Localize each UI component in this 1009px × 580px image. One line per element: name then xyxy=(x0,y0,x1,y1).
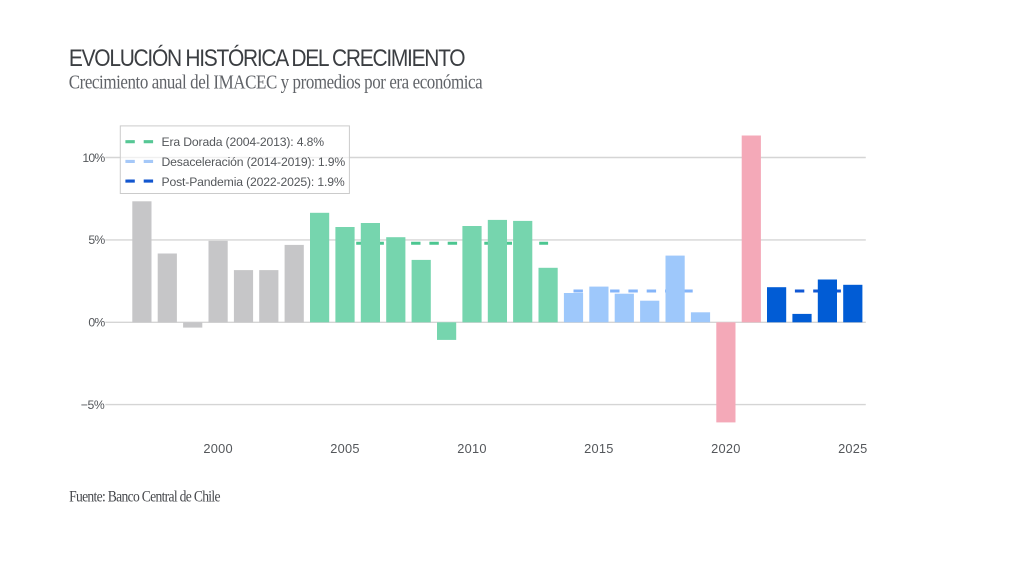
svg-text:2000: 2000 xyxy=(203,441,232,456)
svg-text:EVOLUCIÓN HISTÓRICA DEL CRECIM: EVOLUCIÓN HISTÓRICA DEL CRECIMIENTO xyxy=(69,43,465,71)
svg-text:10%: 10% xyxy=(82,151,105,165)
svg-text:2020: 2020 xyxy=(711,441,740,456)
svg-text:2010: 2010 xyxy=(457,441,486,456)
svg-text:2025: 2025 xyxy=(838,441,867,456)
svg-text:0%: 0% xyxy=(88,316,105,330)
svg-text:−5%: −5% xyxy=(81,398,105,412)
svg-text:5%: 5% xyxy=(88,233,105,247)
svg-text:Crecimiento anual del IMACEC y: Crecimiento anual del IMACEC y promedios… xyxy=(69,71,484,94)
svg-text:2015: 2015 xyxy=(584,441,613,456)
svg-text:2005: 2005 xyxy=(330,441,359,456)
svg-text:Fuente: Banco Central de Chile: Fuente: Banco Central de Chile xyxy=(69,488,221,505)
svg-text:Desaceleración (2014-2019): 1.: Desaceleración (2014-2019): 1.9% xyxy=(162,155,346,169)
svg-text:Post-Pandemia (2022-2025): 1.9: Post-Pandemia (2022-2025): 1.9% xyxy=(162,175,345,189)
svg-text:Era Dorada (2004-2013): 4.8%: Era Dorada (2004-2013): 4.8% xyxy=(162,135,325,149)
